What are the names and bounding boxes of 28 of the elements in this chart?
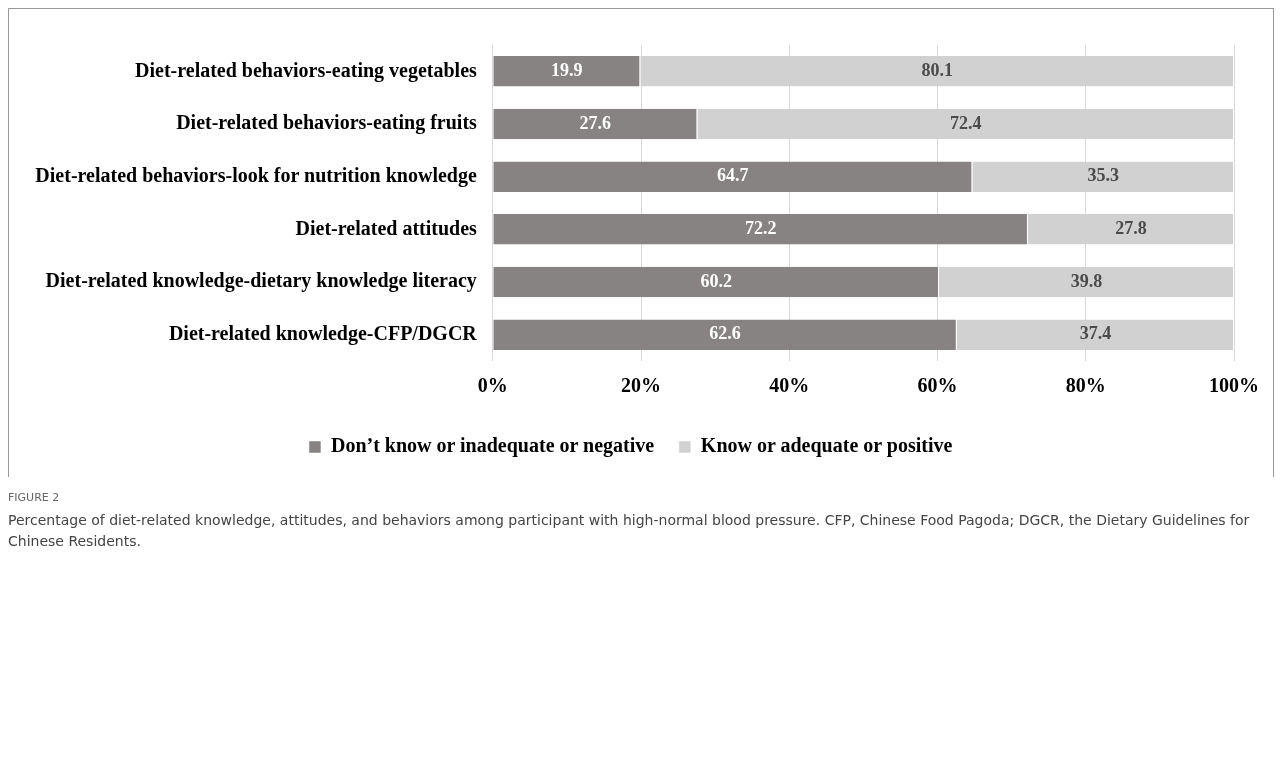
y-tick-label: Diet-related behaviors-look for nutrition knowledge — [35, 163, 477, 187]
data-label: 62.6 — [709, 323, 741, 344]
y-tick-label: Diet-related attitudes — [295, 216, 478, 239]
caption: FIGURE 2 — [8, 491, 61, 504]
data-label: 39.8 — [1070, 270, 1103, 291]
y-tick-label: Diet-related behaviors-eating vegetables — [135, 58, 478, 82]
data-label: 35.3 — [1087, 165, 1119, 186]
x-tick-label: 60% — [917, 374, 958, 397]
data-label: 64.7 — [717, 165, 749, 186]
data-label: 27.6 — [579, 112, 612, 133]
data-label: 72.4 — [949, 112, 982, 133]
x-tick-label: 80% — [1065, 374, 1106, 397]
data-label: 80.1 — [921, 59, 953, 80]
legend-label: Know or adequate or positive — [700, 434, 953, 458]
y-tick-label: Diet-related knowledge-CFP/DGCR — [168, 321, 478, 345]
x-tick-label: 0% — [477, 374, 508, 397]
x-tick-label: 40% — [769, 374, 810, 397]
y-tick-label: Diet-related knowledge-dietary knowledge literacy — [45, 269, 477, 293]
data-label: 72.2 — [744, 217, 777, 238]
y-tick-label: Diet-related behaviors-eating fruits — [176, 111, 478, 135]
data-label: 60.2 — [700, 270, 732, 291]
data-label: 27.8 — [1115, 217, 1147, 238]
x-tick-label: 100% — [1209, 374, 1259, 397]
data-label: 19.9 — [551, 59, 583, 80]
data-label: 37.4 — [1079, 323, 1112, 344]
x-tick-label: 20% — [621, 374, 662, 397]
legend-label: Don’t know or inadequate or negative — [330, 434, 655, 458]
text: Percentage of diet-related knowledge, attitudes, and behaviors among participant with high-normal blood pressure. CFP, Chinese Food Pagoda; DGCR, the Dietary Guidelines for Chinese Residents. — [8, 511, 1251, 551]
